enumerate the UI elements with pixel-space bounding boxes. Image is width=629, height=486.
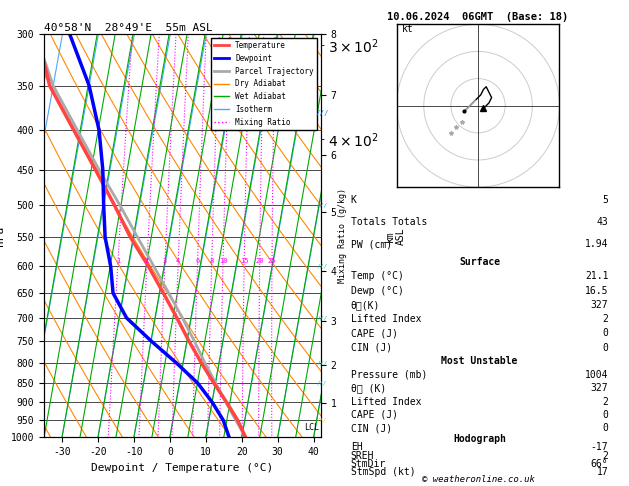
Text: CIN (J): CIN (J) bbox=[351, 343, 392, 353]
Text: 25: 25 bbox=[268, 258, 276, 263]
Text: θᴇ (K): θᴇ (K) bbox=[351, 383, 386, 393]
Text: kt: kt bbox=[402, 24, 414, 35]
Text: Dewp (°C): Dewp (°C) bbox=[351, 286, 404, 296]
Text: LCL: LCL bbox=[304, 423, 319, 432]
Text: 1.94: 1.94 bbox=[585, 239, 608, 249]
Text: Lifted Index: Lifted Index bbox=[351, 314, 421, 324]
Text: 40°58'N  28°49'E  55m ASL: 40°58'N 28°49'E 55m ASL bbox=[44, 23, 213, 33]
Text: 20: 20 bbox=[255, 258, 264, 263]
Text: Most Unstable: Most Unstable bbox=[442, 356, 518, 366]
Text: 0: 0 bbox=[603, 343, 608, 353]
Text: ///: /// bbox=[317, 381, 327, 385]
Text: 6: 6 bbox=[196, 258, 199, 263]
Text: 15: 15 bbox=[240, 258, 248, 263]
Text: 66°: 66° bbox=[591, 459, 608, 469]
Text: PW (cm): PW (cm) bbox=[351, 239, 392, 249]
Text: -17: -17 bbox=[591, 442, 608, 452]
Text: 10: 10 bbox=[219, 258, 227, 263]
Text: 2: 2 bbox=[603, 451, 608, 461]
Text: Pressure (mb): Pressure (mb) bbox=[351, 370, 427, 380]
Text: ///: /// bbox=[316, 203, 328, 208]
Text: 10.06.2024  06GMT  (Base: 18): 10.06.2024 06GMT (Base: 18) bbox=[387, 12, 569, 22]
Text: θᴇ(K): θᴇ(K) bbox=[351, 300, 380, 310]
Text: ///: /// bbox=[316, 315, 328, 320]
Text: StmSpd (kt): StmSpd (kt) bbox=[351, 467, 415, 477]
Text: Lifted Index: Lifted Index bbox=[351, 397, 421, 407]
Text: 2: 2 bbox=[145, 258, 149, 263]
Text: 1004: 1004 bbox=[585, 370, 608, 380]
Text: 5: 5 bbox=[603, 195, 608, 206]
Text: ///: /// bbox=[315, 110, 329, 116]
Text: 327: 327 bbox=[591, 383, 608, 393]
Text: 2: 2 bbox=[603, 397, 608, 407]
Text: EH: EH bbox=[351, 442, 362, 452]
Text: Totals Totals: Totals Totals bbox=[351, 217, 427, 227]
Text: 0: 0 bbox=[603, 410, 608, 420]
Text: CIN (J): CIN (J) bbox=[351, 423, 392, 434]
Text: CAPE (J): CAPE (J) bbox=[351, 410, 398, 420]
Text: 43: 43 bbox=[597, 217, 608, 227]
Text: ///: /// bbox=[316, 360, 328, 365]
Text: ///: /// bbox=[316, 264, 328, 269]
Text: 8: 8 bbox=[209, 258, 214, 263]
Text: Hodograph: Hodograph bbox=[453, 434, 506, 444]
Text: Temp (°C): Temp (°C) bbox=[351, 272, 404, 281]
Y-axis label: km
ASL: km ASL bbox=[385, 227, 406, 244]
Text: SREH: SREH bbox=[351, 451, 374, 461]
Text: K: K bbox=[351, 195, 357, 206]
Text: 3: 3 bbox=[163, 258, 167, 263]
Y-axis label: hPa: hPa bbox=[0, 226, 5, 246]
Legend: Temperature, Dewpoint, Parcel Trajectory, Dry Adiabat, Wet Adiabat, Isotherm, Mi: Temperature, Dewpoint, Parcel Trajectory… bbox=[211, 38, 317, 130]
Text: 2: 2 bbox=[603, 314, 608, 324]
Text: ///: /// bbox=[317, 417, 327, 423]
Text: 1: 1 bbox=[116, 258, 120, 263]
Text: 21.1: 21.1 bbox=[585, 272, 608, 281]
Text: 0: 0 bbox=[603, 329, 608, 338]
Text: 327: 327 bbox=[591, 300, 608, 310]
Text: Mixing Ratio (g/kg): Mixing Ratio (g/kg) bbox=[338, 188, 347, 283]
Text: 0: 0 bbox=[603, 423, 608, 434]
Text: CAPE (J): CAPE (J) bbox=[351, 329, 398, 338]
Text: © weatheronline.co.uk: © weatheronline.co.uk bbox=[421, 474, 535, 484]
Text: 17: 17 bbox=[597, 467, 608, 477]
Text: 16.5: 16.5 bbox=[585, 286, 608, 296]
Text: 4: 4 bbox=[176, 258, 181, 263]
Text: StmDir: StmDir bbox=[351, 459, 386, 469]
X-axis label: Dewpoint / Temperature (°C): Dewpoint / Temperature (°C) bbox=[91, 463, 274, 473]
Text: Surface: Surface bbox=[459, 257, 500, 267]
